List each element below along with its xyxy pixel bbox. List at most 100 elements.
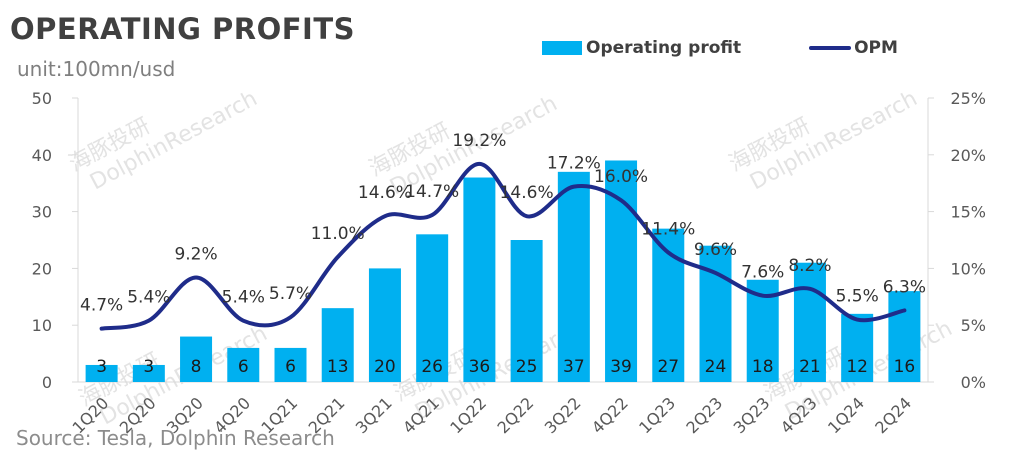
bar-value-label: 6 (238, 357, 249, 377)
bar-2Q24 (888, 291, 921, 382)
opm-point-1Q23 (666, 250, 670, 254)
opm-value-label: 8.2% (788, 256, 831, 276)
opm-value-label: 14.7% (405, 182, 459, 202)
y-left-tick-label: 20 (32, 259, 52, 278)
bar-value-label: 12 (846, 357, 868, 377)
opm-value-label: 16.0% (594, 167, 648, 187)
bar-4Q21 (416, 234, 449, 382)
opm-point-3Q23 (761, 294, 765, 298)
bar-1Q21 (274, 347, 307, 382)
bar-value-label: 24 (705, 357, 727, 377)
axes (77, 98, 929, 383)
opm-point-2Q22 (525, 214, 529, 218)
legend-bar-swatch (542, 41, 582, 55)
opm-line-group (99, 161, 907, 331)
bar-4Q22 (605, 160, 638, 382)
bar-1Q24 (841, 313, 874, 382)
opm-value-label: 5.4% (222, 288, 265, 308)
opm-value-label: 14.6% (358, 183, 412, 203)
bar-value-label: 3 (96, 357, 107, 377)
opm-point-3Q22 (572, 185, 576, 189)
opm-point-4Q23 (808, 287, 812, 291)
opm-value-label: 6.3% (883, 277, 926, 297)
opm-value-label: 19.2% (452, 131, 506, 151)
x-tick-label: 2Q22 (493, 393, 537, 437)
opm-value-label: 5.4% (127, 288, 170, 308)
opm-point-4Q22 (619, 198, 623, 202)
y-left-tick-label: 50 (32, 89, 52, 108)
bar-value-label: 20 (374, 357, 396, 377)
bar-4Q20 (227, 347, 260, 382)
bar-3Q21 (368, 268, 401, 382)
opm-value-label: 11.0% (311, 224, 365, 244)
bar-4Q23 (793, 262, 826, 382)
bar-value-label: 25 (516, 357, 538, 377)
x-tick-label: 4Q22 (588, 393, 632, 437)
bar-value-label: 26 (421, 357, 443, 377)
x-tick-label: 3Q22 (541, 393, 585, 437)
bar-value-label: 39 (610, 357, 632, 377)
bar-2Q22 (510, 240, 543, 382)
bar-value-label: 13 (327, 357, 349, 377)
opm-point-2Q23 (714, 271, 717, 275)
y-axis-right-ticks: 0% 5% 10% 15% 20% 25% (928, 89, 986, 392)
bar-value-label: 3 (143, 357, 154, 377)
opm-point-4Q21 (430, 213, 434, 217)
y-right-tick-label: 25% (950, 89, 986, 108)
opm-labels: 4.7% 5.4%9.2%5.4% 5.7%11.0%14.6%14.7%19.2%… (80, 131, 926, 316)
x-tick-label: 2Q23 (682, 393, 726, 437)
bar-value-label: 27 (657, 357, 679, 377)
opm-point-3Q20 (194, 275, 198, 279)
legend-line-swatch (809, 46, 852, 50)
opm-value-label: 7.6% (741, 263, 784, 283)
x-tick-label: 3Q21 (352, 393, 396, 437)
y-left-tick-label: 30 (32, 203, 52, 222)
y-right-tick-label: 10% (950, 259, 986, 278)
opm-point-2Q24 (902, 308, 906, 312)
opm-value-label: 17.2% (547, 154, 601, 174)
bar-3Q20 (180, 336, 213, 382)
bars (85, 160, 921, 382)
opm-value-label: 11.4% (641, 219, 695, 239)
opm-point-1Q24 (855, 318, 859, 322)
opm-point-3Q21 (383, 214, 387, 218)
opm-value-label: 14.6% (500, 183, 554, 203)
bar-value-label: 36 (469, 357, 491, 377)
y-right-tick-label: 20% (950, 146, 986, 165)
bar-1Q20 (85, 364, 118, 382)
opm-value-label: 4.7% (80, 296, 123, 316)
legend-bar-label: Operating profit (586, 38, 742, 58)
source-note: Source: Tesla, Dolphin Research (16, 426, 335, 450)
bar-value-label: 37 (563, 357, 585, 377)
bar-value-label: 6 (285, 357, 296, 377)
bar-value-label: 16 (894, 357, 916, 377)
bar-value-label: 8 (191, 357, 202, 377)
y-left-tick-label: 0 (42, 373, 52, 392)
unit-label: unit:100mn/usd (17, 57, 176, 81)
bar-2Q20 (132, 364, 165, 382)
bar-1Q22 (463, 177, 496, 382)
y-left-tick-label: 40 (32, 146, 52, 165)
legend: Operating profit OPM (542, 36, 898, 60)
x-tick-label: 2Q24 (871, 393, 915, 437)
opm-point-2Q20 (147, 319, 151, 323)
bar-labels: 3 3 8 6 6 13 20 26 36 25 37 39 27 24 18 21 12 16 (96, 357, 915, 377)
bar-3Q22 (557, 171, 590, 382)
y-axis-left-ticks: 0 10 20 30 40 50 (32, 89, 78, 392)
opm-value-label: 5.5% (836, 287, 879, 307)
bar-2Q21 (321, 308, 354, 382)
opm-value-label: 5.7% (269, 284, 312, 304)
opm-point-1Q22 (477, 162, 481, 166)
bar-value-label: 18 (752, 357, 774, 377)
opm-point-1Q20 (100, 327, 104, 331)
opm-point-1Q21 (289, 315, 292, 319)
y-right-tick-label: 5% (961, 316, 986, 335)
x-tick-label: 1Q23 (635, 393, 679, 437)
legend-line-label: OPM (854, 38, 898, 58)
y-right-tick-label: 15% (950, 203, 986, 222)
opm-value-label: 9.6% (694, 240, 737, 260)
opm-point-4Q20 (241, 319, 245, 323)
y-left-tick-label: 10 (32, 316, 52, 335)
page-title: OPERATING PROFITS (10, 12, 355, 46)
